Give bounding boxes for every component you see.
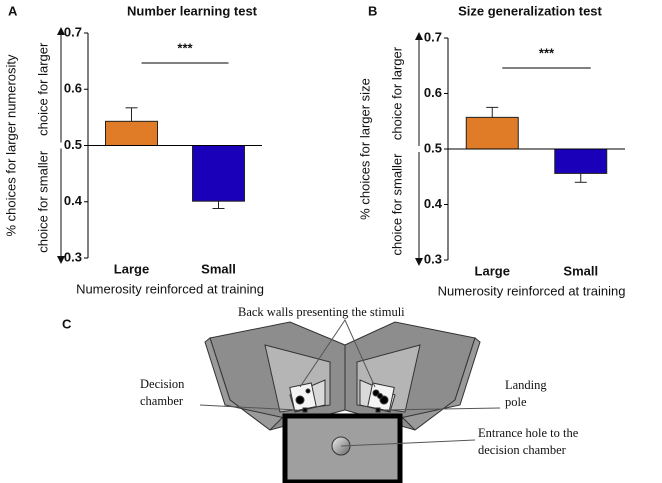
panel-label: C (62, 316, 72, 331)
apparatus-drawing (199, 318, 501, 483)
diagram-label: Decision (140, 377, 185, 391)
x-axis-label: Numerosity reinforced at training (438, 283, 626, 298)
x-axis-label: Numerosity reinforced at training (76, 281, 264, 296)
y-tick-label: 0.7 (424, 29, 442, 44)
x-tick-label: Large (114, 261, 149, 276)
y-tick-label: 0.5 (64, 137, 82, 152)
y-tick-label: 0.7 (64, 24, 82, 39)
significance: *** (539, 45, 555, 60)
y-axis-label: % choices for larger size (357, 78, 372, 220)
diagram-label: chamber (140, 394, 184, 408)
bar (465, 116, 519, 150)
y-tick-label: 0.6 (64, 81, 82, 96)
bar (192, 145, 245, 202)
chart-title: Size generalization test (458, 3, 602, 18)
significance: *** (177, 40, 193, 55)
y-tick-label: 0.6 (424, 85, 442, 100)
diagram-label: decision chamber (478, 443, 567, 457)
y-axis-label: % choices for larger numerosity (3, 54, 18, 237)
diagram-label: Landing (505, 378, 547, 392)
y-tick-label: 0.4 (64, 193, 83, 208)
annotation: choice for larger (389, 46, 404, 140)
x-tick-label: Small (563, 263, 598, 278)
diagram-label: Entrance hole to the (478, 426, 579, 440)
annotation: choice for larger (35, 42, 50, 136)
y-tick-label: 0.5 (424, 140, 442, 155)
x-tick-label: Small (201, 261, 236, 276)
annotation: choice for smaller (35, 150, 50, 253)
diagram-label: Back walls presenting the stimuli (238, 305, 405, 319)
diagram-label: pole (505, 395, 527, 409)
chart-title: Number learning test (127, 3, 258, 18)
panel-label: A (8, 3, 18, 18)
y-tick-label: 0.4 (424, 196, 443, 211)
annotation: choice for smaller (389, 153, 404, 256)
panel-label: B (368, 3, 377, 18)
x-tick-label: Large (475, 263, 510, 278)
y-tick-label: 0.3 (64, 249, 82, 264)
bar (105, 120, 158, 146)
bar (554, 148, 608, 174)
y-tick-label: 0.3 (424, 251, 442, 266)
